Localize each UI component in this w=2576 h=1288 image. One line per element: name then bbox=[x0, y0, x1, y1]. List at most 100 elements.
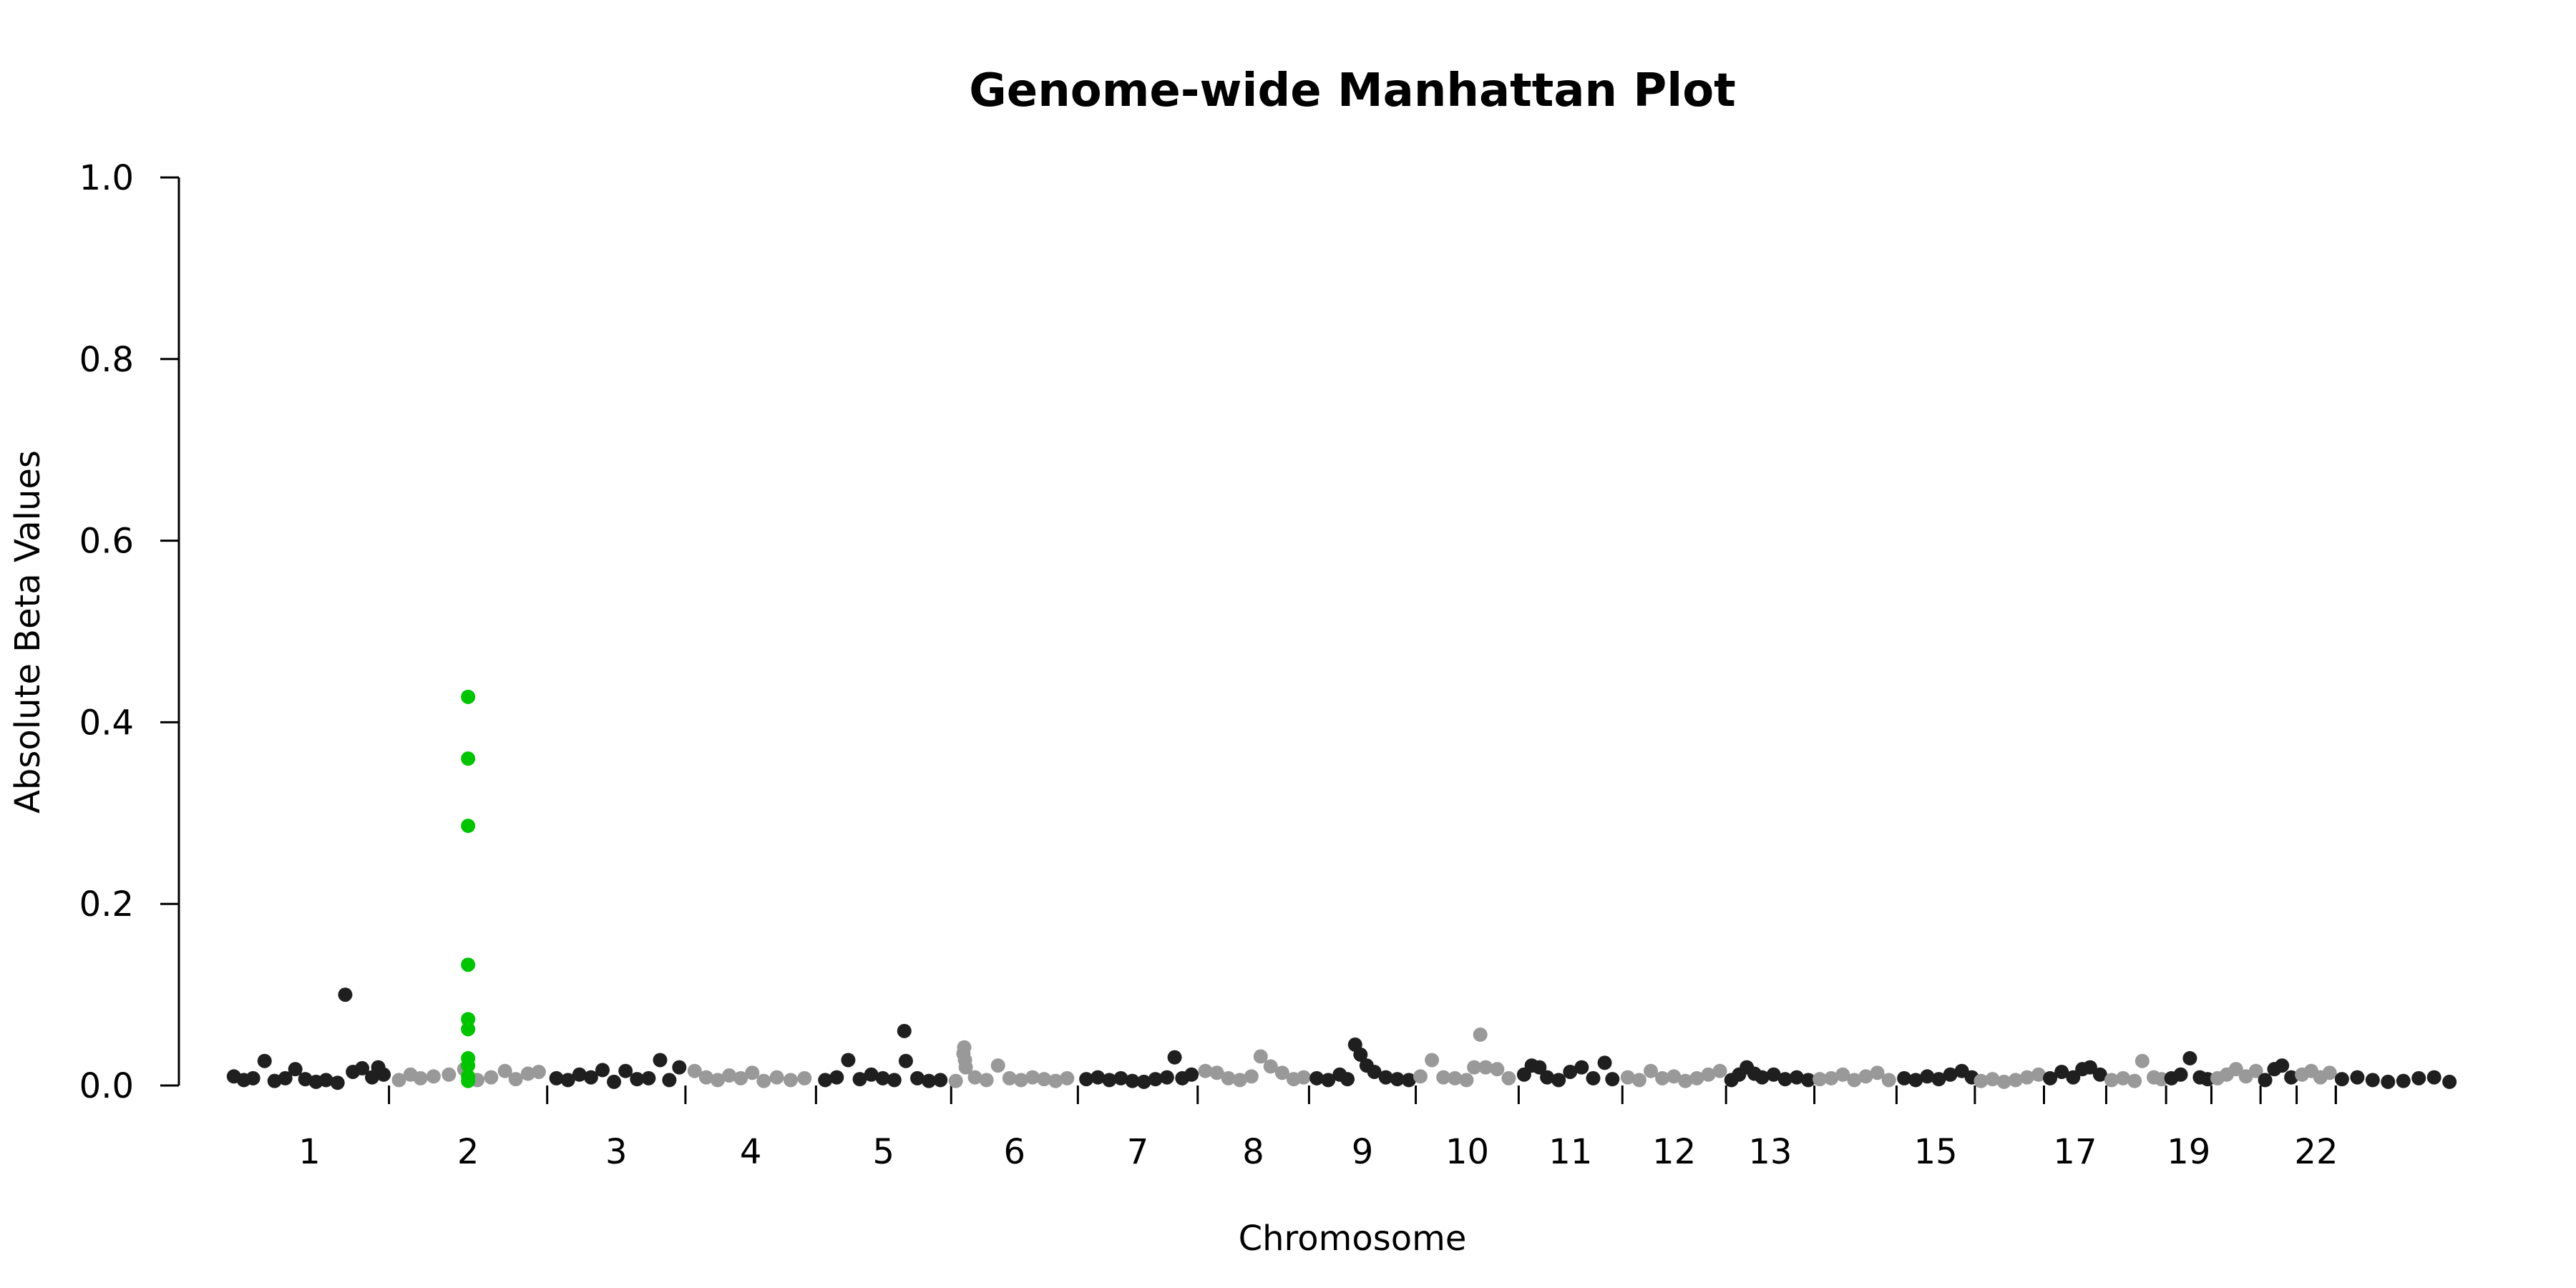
data-point bbox=[595, 1063, 610, 1078]
data-point bbox=[1037, 1072, 1052, 1087]
data-point bbox=[1113, 1070, 1128, 1085]
x-tick-label: 13 bbox=[1748, 1132, 1792, 1172]
data-point bbox=[560, 1073, 575, 1088]
data-point bbox=[1667, 1069, 1682, 1084]
data-point bbox=[2127, 1073, 2142, 1088]
data-point bbox=[1436, 1070, 1451, 1085]
data-point bbox=[958, 1060, 973, 1075]
data-point bbox=[1870, 1065, 1885, 1080]
data-point bbox=[875, 1070, 890, 1085]
data-point bbox=[2258, 1073, 2273, 1088]
data-point bbox=[2322, 1065, 2337, 1080]
data-point bbox=[2365, 1073, 2380, 1088]
data-point bbox=[1274, 1065, 1289, 1080]
data-point bbox=[1655, 1070, 1670, 1085]
data-point bbox=[318, 1073, 333, 1088]
data-point bbox=[338, 987, 353, 1002]
data-point bbox=[288, 1062, 303, 1077]
x-tick-label: 8 bbox=[1242, 1132, 1264, 1172]
data-point bbox=[948, 1073, 963, 1088]
data-point bbox=[1136, 1074, 1151, 1089]
data-point bbox=[1701, 1067, 1716, 1082]
x-tick-label: 22 bbox=[2294, 1132, 2338, 1172]
data-point bbox=[887, 1073, 902, 1088]
data-point bbox=[2019, 1070, 2034, 1085]
data-point bbox=[2248, 1063, 2263, 1078]
highlight-point bbox=[461, 819, 476, 834]
data-point bbox=[2426, 1070, 2441, 1085]
highlight-point bbox=[461, 957, 476, 972]
data-point bbox=[2092, 1067, 2107, 1082]
data-point bbox=[1048, 1073, 1063, 1088]
data-point bbox=[2228, 1062, 2243, 1077]
y-axis-ticks: 0.0 0.2 0.4 0.6 0.8 1.0 bbox=[79, 158, 179, 1106]
data-point bbox=[1881, 1073, 1896, 1088]
data-point bbox=[1340, 1072, 1355, 1087]
highlight-point bbox=[461, 1058, 476, 1073]
data-point bbox=[1079, 1072, 1094, 1087]
data-point bbox=[1060, 1070, 1075, 1085]
y-tick-label: 0.4 bbox=[79, 703, 134, 743]
x-tick-label: 2 bbox=[457, 1132, 479, 1172]
data-point bbox=[1789, 1070, 1804, 1085]
data-point bbox=[1448, 1070, 1463, 1085]
x-tick-label: 19 bbox=[2167, 1132, 2210, 1172]
data-point bbox=[630, 1072, 645, 1087]
data-point bbox=[1897, 1070, 1912, 1085]
data-point bbox=[1390, 1072, 1405, 1087]
data-point bbox=[1974, 1073, 1989, 1088]
data-point bbox=[330, 1075, 345, 1091]
data-point bbox=[1490, 1062, 1505, 1077]
data-point bbox=[1221, 1070, 1236, 1085]
x-tick-label: 12 bbox=[1652, 1132, 1696, 1172]
data-point bbox=[783, 1073, 798, 1088]
data-point bbox=[641, 1070, 656, 1085]
data-point bbox=[1920, 1069, 1935, 1084]
data-point bbox=[910, 1070, 925, 1085]
data-point bbox=[1296, 1070, 1311, 1085]
data-point bbox=[797, 1070, 812, 1085]
data-point bbox=[1148, 1072, 1163, 1087]
data-point bbox=[922, 1073, 937, 1088]
data-point bbox=[1985, 1072, 2000, 1087]
data-point bbox=[933, 1073, 948, 1088]
data-point bbox=[1378, 1070, 1393, 1085]
data-point bbox=[2350, 1070, 2365, 1085]
data-point bbox=[710, 1073, 725, 1088]
highlight-point bbox=[461, 1012, 476, 1027]
data-point bbox=[1167, 1050, 1182, 1065]
data-point bbox=[1459, 1073, 1474, 1088]
data-point bbox=[267, 1073, 282, 1088]
data-point bbox=[1824, 1070, 1839, 1085]
x-tick-label: 9 bbox=[1352, 1132, 1374, 1172]
data-point bbox=[1253, 1049, 1268, 1064]
data-point bbox=[1413, 1069, 1428, 1084]
data-point bbox=[1013, 1073, 1028, 1088]
data-point bbox=[1597, 1055, 1612, 1070]
data-point bbox=[2082, 1060, 2097, 1075]
data-point bbox=[413, 1070, 428, 1085]
data-point bbox=[1631, 1073, 1646, 1088]
x-tick-label: 15 bbox=[1914, 1132, 1958, 1172]
data-point bbox=[497, 1063, 512, 1078]
data-point bbox=[957, 1040, 972, 1055]
x-axis-ticks: 1 2 3 4 5 6 7 8 9 10 11 12 13 15 17 19 22 bbox=[298, 1085, 2338, 1172]
x-tick-label: 3 bbox=[605, 1132, 628, 1172]
data-point bbox=[1586, 1070, 1601, 1085]
data-point bbox=[2411, 1070, 2426, 1085]
data-point bbox=[1232, 1073, 1247, 1088]
data-point bbox=[1263, 1059, 1278, 1074]
data-point bbox=[245, 1070, 260, 1085]
data-point bbox=[2043, 1070, 2058, 1085]
data-point bbox=[2104, 1073, 2119, 1088]
data-point bbox=[1540, 1070, 1555, 1085]
data-point bbox=[2442, 1074, 2457, 1089]
data-point bbox=[2284, 1070, 2299, 1085]
data-point bbox=[1563, 1064, 1578, 1079]
x-tick-label: 17 bbox=[2053, 1132, 2097, 1172]
data-point bbox=[441, 1067, 457, 1082]
data-point bbox=[607, 1074, 622, 1089]
data-point bbox=[698, 1070, 713, 1085]
data-point bbox=[1996, 1074, 2011, 1089]
data-point bbox=[979, 1073, 994, 1088]
